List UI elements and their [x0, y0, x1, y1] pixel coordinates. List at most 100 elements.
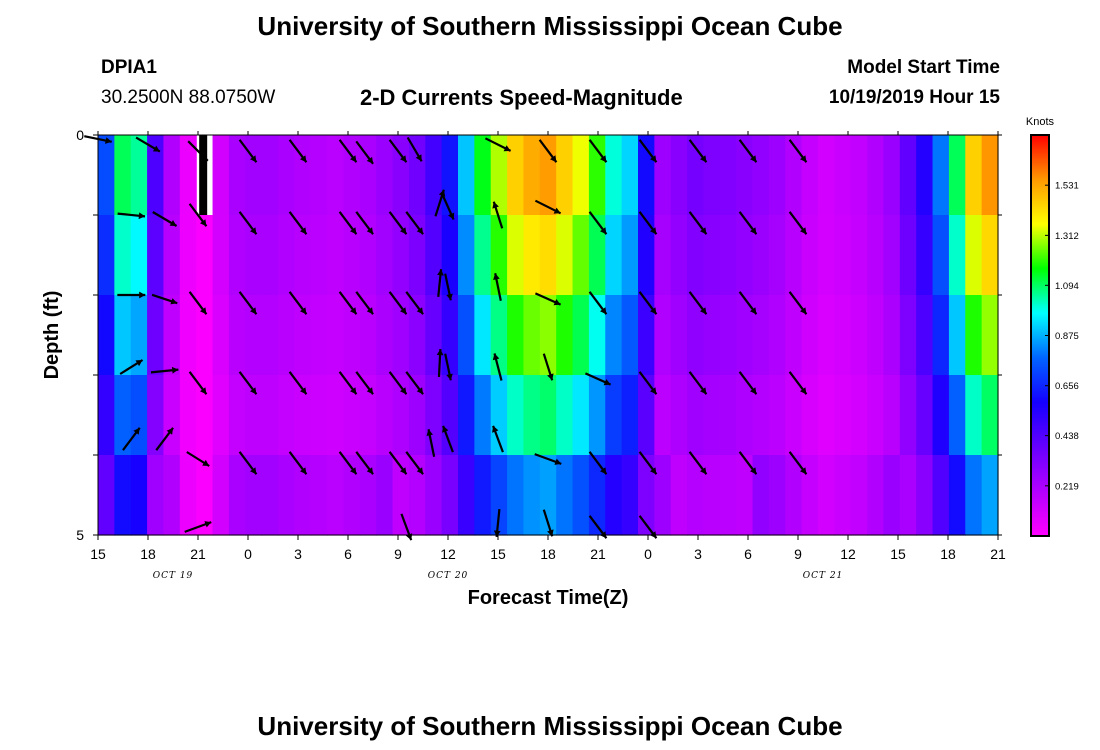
current-arrow: [638, 371, 658, 395]
y-axis-label: Depth (ft): [41, 291, 63, 380]
heatmap-cell: [605, 295, 623, 376]
heatmap-cell: [130, 295, 148, 376]
current-arrow: [534, 453, 562, 465]
heatmap-cell: [736, 215, 754, 296]
colorbar-tick-label: 0.656: [1055, 381, 1079, 392]
current-arrow: [584, 372, 612, 386]
heatmap-cell: [458, 455, 475, 536]
heatmap-cell: [278, 375, 295, 456]
heatmap-cell: [343, 135, 361, 216]
heatmap-cell: [212, 295, 230, 376]
x-tick-label: 0: [644, 546, 652, 562]
heatmap-cell: [98, 455, 115, 536]
heatmap-cell: [867, 455, 885, 536]
heatmap-cell: [376, 215, 394, 296]
heatmap-cell: [98, 135, 115, 216]
heatmap-cell: [425, 455, 443, 536]
heatmap-cell: [294, 215, 312, 296]
heatmap-cell: [425, 135, 443, 216]
plot-title: 2-D Currents Speed-Magnitude: [360, 85, 683, 110]
heatmap-cell: [556, 455, 574, 536]
heatmap-cell: [392, 295, 410, 376]
colorbar-tick-label: 0.875: [1055, 331, 1079, 342]
heatmap-cell: [899, 135, 917, 216]
heatmap-cell: [147, 215, 165, 296]
heatmap-cell: [212, 375, 230, 456]
heatmap-cell: [916, 295, 934, 376]
heatmap-cell: [376, 135, 394, 216]
heatmap-cell: [474, 215, 492, 296]
heatmap-cell: [752, 375, 770, 456]
heatmap-cell: [212, 455, 230, 536]
heatmap-cell: [228, 215, 246, 296]
heatmap-cell: [458, 215, 475, 296]
colorbar-tick-label: 1.094: [1055, 281, 1079, 292]
heatmap-cell: [310, 215, 328, 296]
heatmap-cell: [523, 455, 541, 536]
heatmap-cell: [719, 295, 737, 376]
current-arrow: [152, 211, 178, 227]
heatmap-cell: [883, 135, 901, 216]
heatmap-cell: [719, 455, 737, 536]
current-arrow: [406, 136, 423, 162]
current-arrow: [688, 451, 708, 475]
heatmap-cell: [441, 215, 459, 296]
heatmap-cell: [147, 135, 165, 216]
heatmap-cell: [327, 135, 345, 216]
heatmap-cell: [228, 455, 246, 536]
current-arrow: [738, 291, 758, 315]
x-tick-label: 6: [344, 546, 352, 562]
x-axis-label: Forecast Time(Z): [468, 587, 629, 609]
heatmap-cell: [801, 135, 819, 216]
heatmap-cell: [965, 135, 983, 216]
heatmap-cell: [458, 295, 475, 376]
current-arrow: [355, 371, 374, 395]
heatmap-cell: [670, 295, 688, 376]
heatmap-cell: [818, 135, 835, 216]
current-arrow: [405, 211, 424, 235]
current-arrow: [688, 139, 708, 163]
current-arrow: [688, 211, 708, 235]
current-arrow: [338, 139, 358, 163]
heatmap-cell: [474, 375, 492, 456]
heatmap-cell: [130, 455, 148, 536]
current-arrow: [117, 212, 146, 220]
heatmap-cell: [948, 215, 966, 296]
heatmap-cell: [523, 375, 541, 456]
heatmap-cell: [687, 215, 705, 296]
model-start-value: 10/19/2019 Hour 15: [828, 87, 1000, 108]
heatmap-cell: [948, 375, 966, 456]
heatmap-cell: [621, 135, 639, 216]
heatmap-cell: [785, 135, 803, 216]
heatmap-cell: [981, 215, 999, 296]
heatmap-cell: [883, 375, 901, 456]
heatmap-cell: [278, 455, 295, 536]
heatmap-cell: [408, 135, 426, 216]
heatmap-cell: [654, 215, 672, 296]
page-title-bottom: University of Southern Mississippi Ocean…: [257, 711, 843, 741]
current-arrow: [441, 193, 455, 221]
heatmap-cell: [196, 455, 214, 536]
x-tick-label: 3: [294, 546, 302, 562]
heatmap-cell: [752, 295, 770, 376]
heatmap-cell: [408, 215, 426, 296]
heatmap-cell: [899, 215, 917, 296]
heatmap-cell: [376, 295, 394, 376]
heatmap-cell: [654, 135, 672, 216]
heatmap-cell: [228, 135, 246, 216]
heatmap-cell: [899, 455, 917, 536]
current-arrow: [688, 291, 708, 315]
heatmap-cell: [441, 455, 459, 536]
heatmap-cell: [343, 375, 361, 456]
heatmap-cell: [163, 455, 181, 536]
heatmap-cell: [98, 375, 115, 456]
heatmap-cell: [163, 375, 181, 456]
heatmap-cell: [147, 295, 165, 376]
heatmap-cell: [147, 375, 165, 456]
heatmap-cell: [719, 375, 737, 456]
heatmap-cell: [703, 215, 721, 296]
heatmap-cell: [818, 295, 835, 376]
heatmap-cell: [556, 295, 574, 376]
heatmap-cell: [719, 215, 737, 296]
heatmap-cell: [376, 455, 394, 536]
